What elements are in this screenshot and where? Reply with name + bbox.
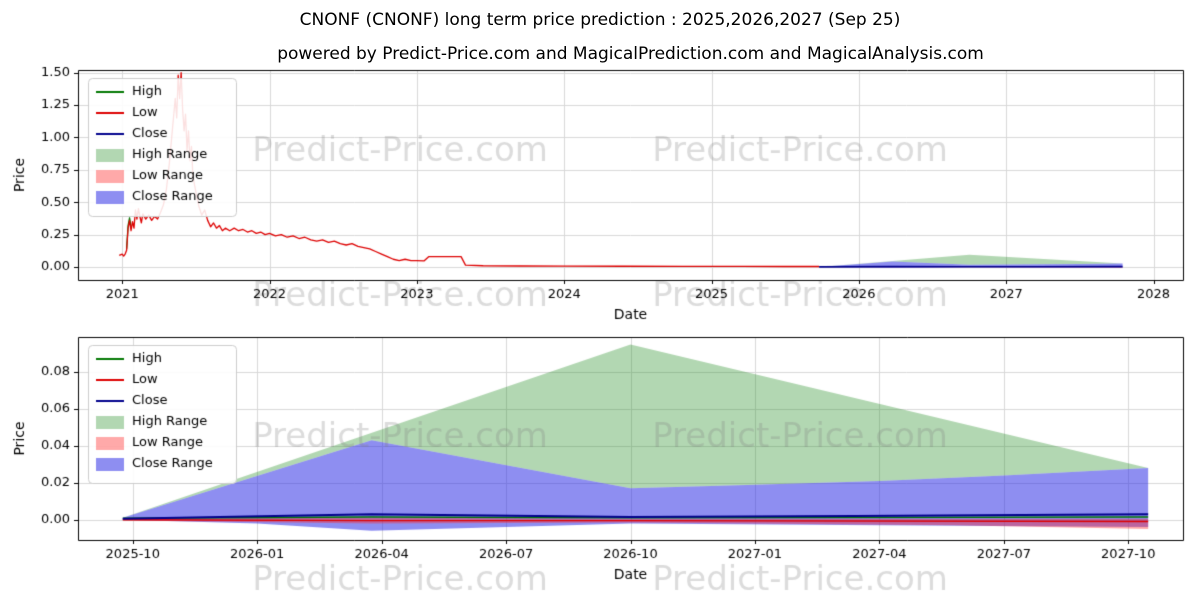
- chart-subtitle: powered by Predict-Price.com and Magical…: [277, 44, 984, 64]
- page-title: CNONF (CNONF) long term price prediction…: [299, 10, 901, 30]
- price-history-chart: [0, 60, 1200, 325]
- prediction-detail-chart: [0, 325, 1200, 597]
